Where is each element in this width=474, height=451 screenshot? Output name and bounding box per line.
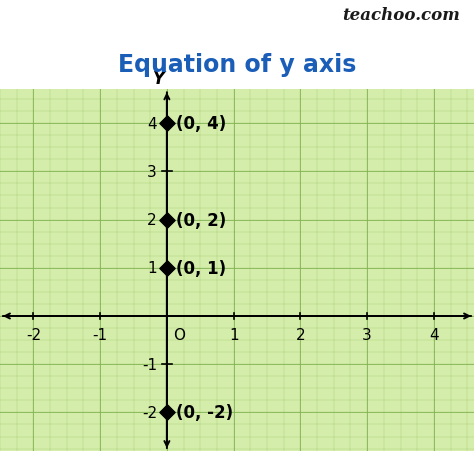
Text: (0, 1): (0, 1) [175, 259, 226, 277]
Text: 4: 4 [147, 116, 157, 131]
Point [163, 120, 171, 128]
Text: 1: 1 [229, 327, 238, 342]
Point [163, 216, 171, 224]
Text: 2: 2 [296, 327, 305, 342]
Text: -2: -2 [26, 327, 41, 342]
Point [163, 265, 171, 272]
Point [163, 409, 171, 416]
Text: -1: -1 [142, 357, 157, 372]
Text: (0, -2): (0, -2) [175, 404, 233, 422]
Text: O: O [173, 327, 186, 342]
Text: 1: 1 [147, 261, 157, 276]
Text: teachoo.com: teachoo.com [342, 7, 460, 24]
Text: 4: 4 [429, 327, 439, 342]
Text: (0, 4): (0, 4) [175, 115, 226, 133]
Text: 2: 2 [147, 212, 157, 228]
Text: -1: -1 [92, 327, 108, 342]
Text: Y: Y [153, 70, 165, 88]
Text: Equation of y axis: Equation of y axis [118, 53, 356, 77]
Text: 3: 3 [147, 165, 157, 179]
Text: 3: 3 [362, 327, 372, 342]
Text: -2: -2 [142, 405, 157, 420]
Text: (0, 2): (0, 2) [175, 211, 226, 229]
